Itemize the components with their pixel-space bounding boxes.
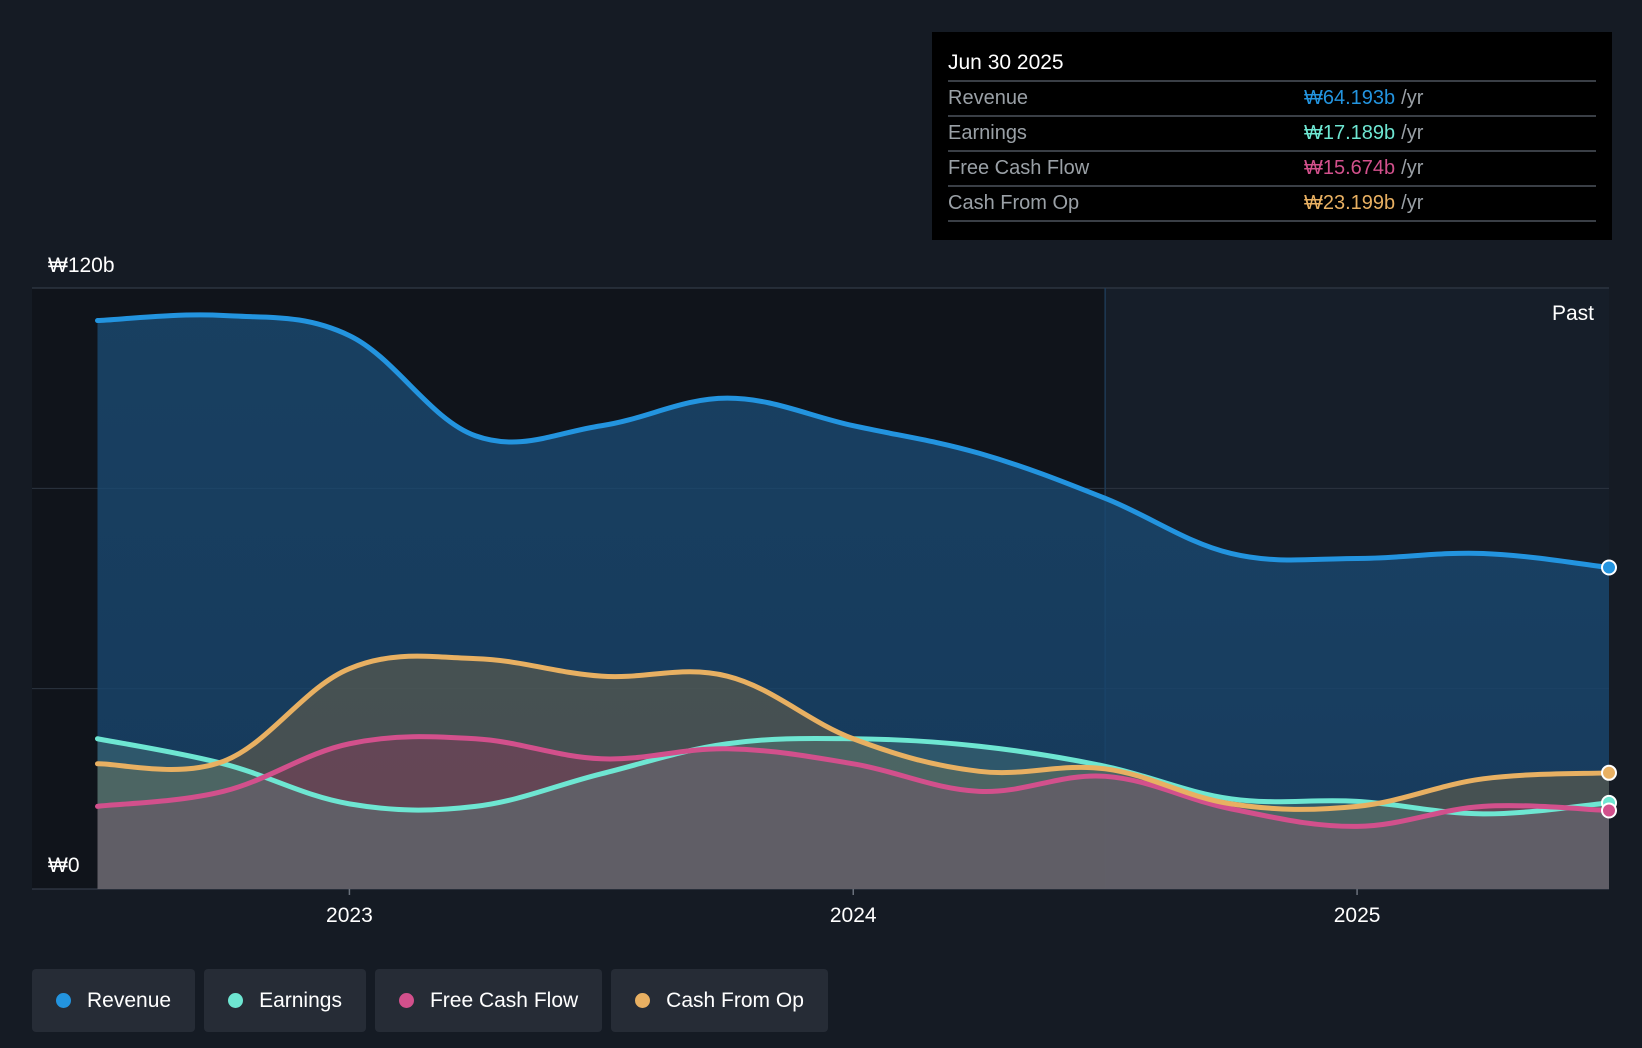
tooltip-label: Free Cash Flow [948, 157, 1090, 179]
tooltip-label: Earnings [948, 122, 1027, 144]
x-tick-label: 2023 [326, 904, 373, 927]
legend-label: Earnings [259, 988, 342, 1012]
legend-item-cash-from-op[interactable]: Cash From Op [611, 969, 828, 1032]
legend-label: Cash From Op [666, 988, 804, 1012]
tooltip-label: Revenue [948, 87, 1029, 109]
legend-label: Free Cash Flow [429, 988, 579, 1012]
legend-dot-icon [56, 993, 71, 1008]
legend-item-free-cash-flow[interactable]: Free Cash Flow [374, 969, 603, 1032]
point-cash-from-op [1601, 764, 1617, 781]
line-revenue [94, 312, 1612, 570]
legend-item-revenue[interactable]: Revenue [32, 969, 196, 1032]
past-label: Past [1552, 302, 1594, 325]
legend-dot-icon [398, 993, 414, 1008]
legend-label: Revenue [87, 988, 172, 1012]
tooltip-row-revenue: Revenue ₩64.193b /yr [948, 82, 1596, 117]
tooltip-unit: /yr [1401, 157, 1424, 179]
tooltip-value: ₩15.674b [1304, 157, 1396, 179]
legend-item-earnings[interactable]: Earnings [204, 969, 366, 1032]
point-free-cash-flow [1601, 802, 1617, 819]
tooltip-date: Jun 30 2025 [948, 46, 1596, 82]
area-free-cash-flow [97, 736, 1609, 889]
tooltip-unit: /yr [1401, 192, 1424, 214]
tooltip-unit: /yr [1401, 87, 1424, 109]
x-tick-label: 2024 [830, 904, 877, 927]
legend-dot-icon [228, 993, 244, 1008]
series-areas [97, 314, 1609, 889]
tooltip-unit: /yr [1401, 122, 1424, 144]
point-revenue [1601, 559, 1617, 576]
axes: ₩120b ₩0 2023 2024 2025 [48, 254, 1380, 927]
tooltip-value: ₩64.193b [1304, 87, 1396, 109]
tooltip-row-earnings: Earnings ₩17.189b /yr [948, 117, 1596, 152]
series-endpoints [1601, 559, 1617, 819]
tooltip-panel: Jun 30 2025 Revenue ₩64.193b /yr Earning… [932, 32, 1612, 240]
legend: Revenue Earnings Free Cash Flow Cash Fro… [32, 969, 828, 1032]
legend-dot-icon [635, 993, 651, 1008]
line-free-cash-flow [94, 734, 1612, 829]
area-earnings [97, 738, 1609, 889]
x-tick-label: 2025 [1334, 904, 1381, 927]
area-cash-from-op [97, 656, 1609, 889]
tooltip-row-cash-from-op: Cash From Op ₩23.199b /yr [948, 187, 1596, 222]
tooltip-value: ₩23.199b [1304, 192, 1396, 214]
series-lines [94, 312, 1612, 829]
y-tick-label: ₩120b [48, 254, 115, 277]
tooltip-row-free-cash-flow: Free Cash Flow ₩15.674b /yr [948, 152, 1596, 187]
tooltip-value: ₩17.189b [1304, 122, 1396, 144]
tooltip-label: Cash From Op [948, 192, 1080, 214]
y-tick-label: ₩0 [48, 854, 80, 877]
line-cash-from-op [94, 653, 1612, 812]
